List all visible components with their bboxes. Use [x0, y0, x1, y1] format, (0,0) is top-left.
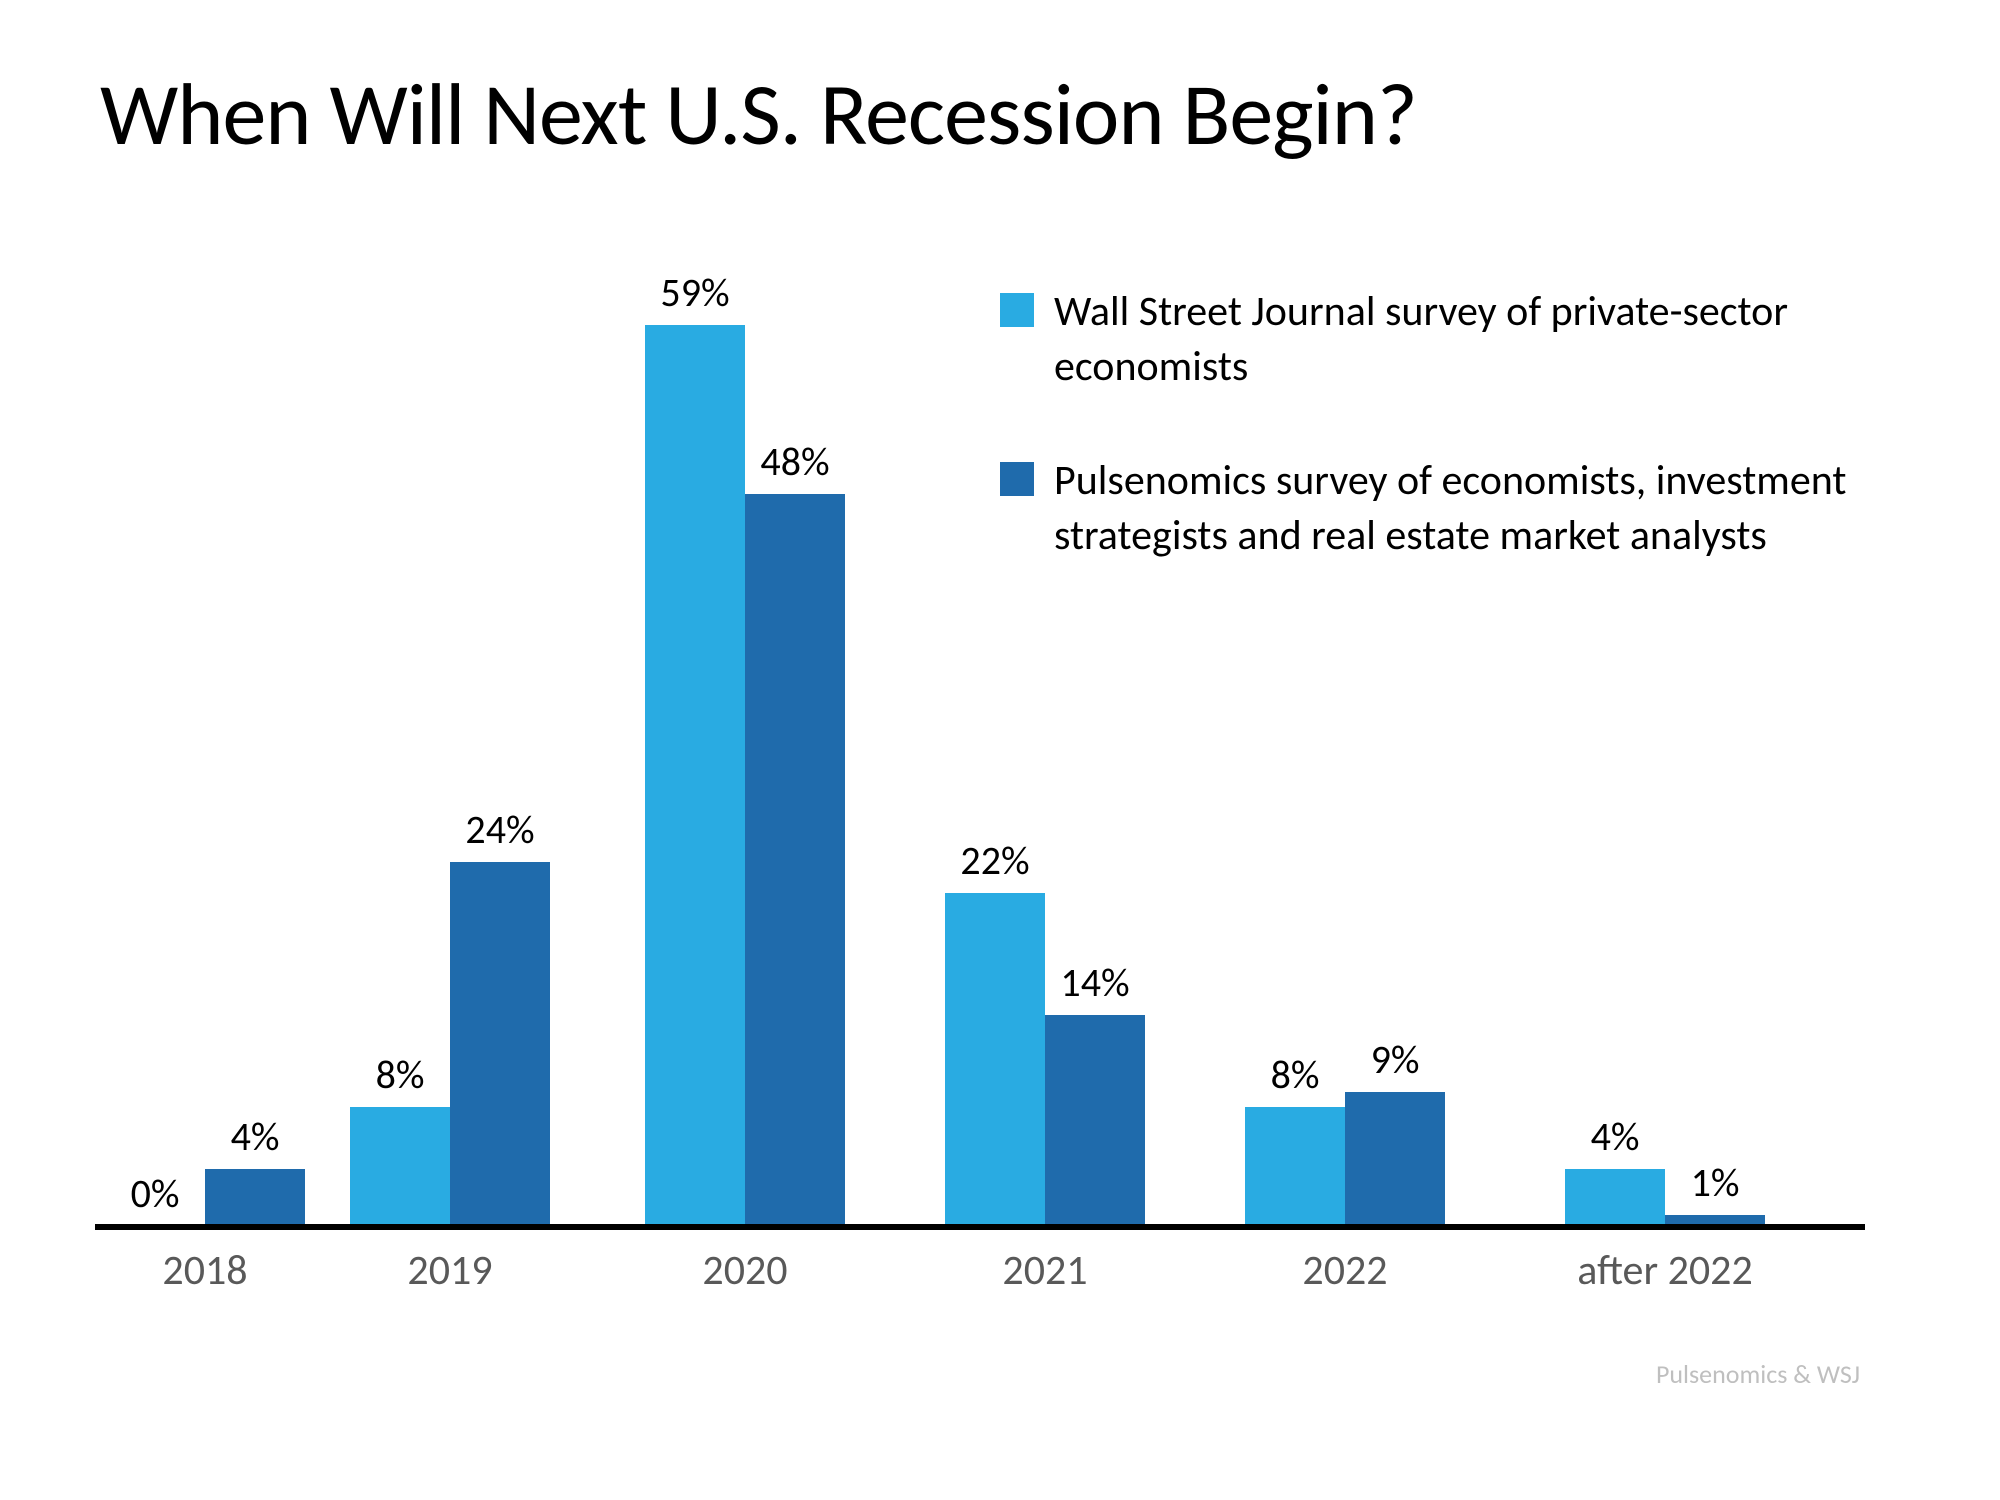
legend-label: Pulsenomics survey of economists, invest…: [1054, 454, 1870, 563]
x-axis-label: after 2022: [1515, 1245, 1815, 1296]
bar-value-label: 1%: [1665, 1158, 1765, 1207]
bar-group: 59% 48%: [635, 255, 855, 1230]
x-axis-label: 2019: [300, 1245, 600, 1296]
legend-item: Wall Street Journal survey of private-se…: [1000, 285, 1870, 394]
bar-value-label: 9%: [1345, 1035, 1445, 1084]
bar-value-label: 48%: [745, 437, 845, 486]
bar-group: 0%4%: [95, 255, 315, 1230]
bar: [350, 1107, 450, 1230]
legend-swatch-icon: [1000, 293, 1034, 327]
bar: [1245, 1107, 1345, 1230]
chart-legend: Wall Street Journal survey of private-se…: [1000, 285, 1870, 623]
bar-value-label: 0%: [105, 1169, 205, 1218]
bar-value-label: 8%: [350, 1050, 450, 1099]
legend-label: Wall Street Journal survey of private-se…: [1054, 285, 1870, 394]
bar-value-label: 4%: [205, 1112, 305, 1161]
legend-item: Pulsenomics survey of economists, invest…: [1000, 454, 1870, 563]
x-axis-labels: 20182019202020212022after 2022: [95, 1245, 1865, 1305]
legend-swatch-icon: [1000, 462, 1034, 496]
x-axis-label: 2021: [895, 1245, 1195, 1296]
x-axis-label: 2020: [595, 1245, 895, 1296]
bar-value-label: 59%: [645, 268, 745, 317]
bar: [1045, 1015, 1145, 1230]
bar-value-label: 4%: [1565, 1112, 1665, 1161]
bar-value-label: 22%: [945, 836, 1045, 885]
bar: [450, 862, 550, 1230]
source-attribution: Pulsenomics & WSJ: [1656, 1358, 1860, 1390]
bar-group: 8% 24%: [340, 255, 560, 1230]
chart-title: When Will Next U.S. Recession Begin?: [100, 60, 1900, 168]
bar-value-label: 24%: [450, 805, 550, 854]
bar: [205, 1169, 305, 1230]
bar: [645, 325, 745, 1230]
bar-value-label: 14%: [1045, 958, 1145, 1007]
x-axis-baseline: [95, 1224, 1865, 1230]
bar: [1345, 1092, 1445, 1230]
bar-value-label: 8%: [1245, 1050, 1345, 1099]
x-axis-label: 2022: [1195, 1245, 1495, 1296]
bar: [945, 893, 1045, 1230]
bar: [745, 494, 845, 1230]
bar: [1565, 1169, 1665, 1230]
